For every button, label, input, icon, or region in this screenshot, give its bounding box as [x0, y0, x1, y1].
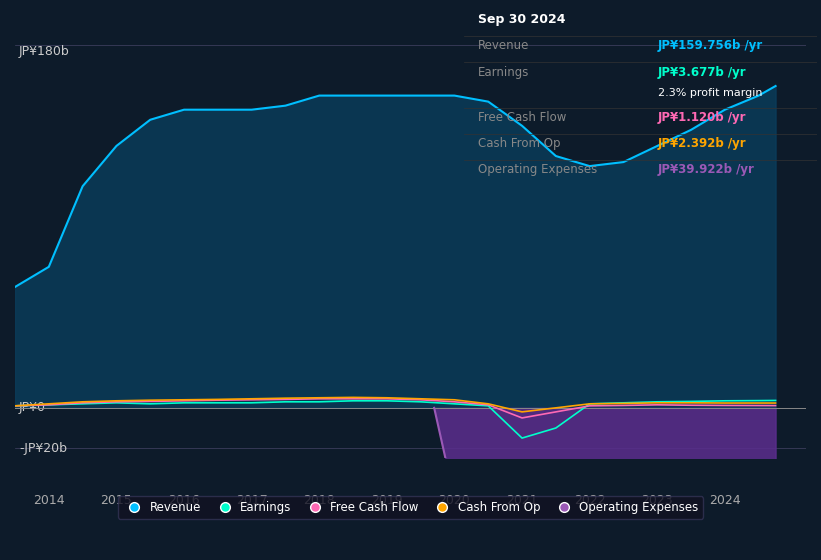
Text: 2015: 2015	[100, 494, 132, 507]
Text: JP¥3.677b /yr: JP¥3.677b /yr	[658, 66, 746, 78]
Text: Sep 30 2024: Sep 30 2024	[478, 13, 566, 26]
Legend: Revenue, Earnings, Free Cash Flow, Cash From Op, Operating Expenses: Revenue, Earnings, Free Cash Flow, Cash …	[118, 496, 703, 519]
Text: 2020: 2020	[438, 494, 470, 507]
Text: 2022: 2022	[574, 494, 605, 507]
Text: 2024: 2024	[709, 494, 741, 507]
Text: 2.3% profit margin: 2.3% profit margin	[658, 88, 763, 97]
Text: JP¥0: JP¥0	[19, 402, 46, 414]
Text: JP¥2.392b /yr: JP¥2.392b /yr	[658, 137, 746, 150]
Text: JP¥180b: JP¥180b	[19, 45, 70, 58]
Text: 2014: 2014	[33, 494, 65, 507]
Text: 2023: 2023	[641, 494, 673, 507]
Text: 2021: 2021	[507, 494, 538, 507]
Text: -JP¥20b: -JP¥20b	[19, 442, 67, 455]
Text: JP¥1.120b /yr: JP¥1.120b /yr	[658, 111, 746, 124]
Text: JP¥39.922b /yr: JP¥39.922b /yr	[658, 163, 754, 176]
Text: Free Cash Flow: Free Cash Flow	[478, 111, 566, 124]
Text: Cash From Op: Cash From Op	[478, 137, 561, 150]
Text: 2018: 2018	[303, 494, 335, 507]
Text: Revenue: Revenue	[478, 39, 530, 53]
Text: Operating Expenses: Operating Expenses	[478, 163, 597, 176]
Text: JP¥159.756b /yr: JP¥159.756b /yr	[658, 39, 764, 53]
Text: 2016: 2016	[168, 494, 200, 507]
Text: 2019: 2019	[371, 494, 402, 507]
Text: Earnings: Earnings	[478, 66, 530, 78]
Text: 2017: 2017	[236, 494, 268, 507]
